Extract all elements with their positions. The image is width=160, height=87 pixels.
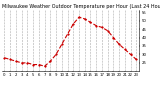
Text: Milwaukee Weather Outdoor Temperature per Hour (Last 24 Hours): Milwaukee Weather Outdoor Temperature pe… <box>2 4 160 9</box>
